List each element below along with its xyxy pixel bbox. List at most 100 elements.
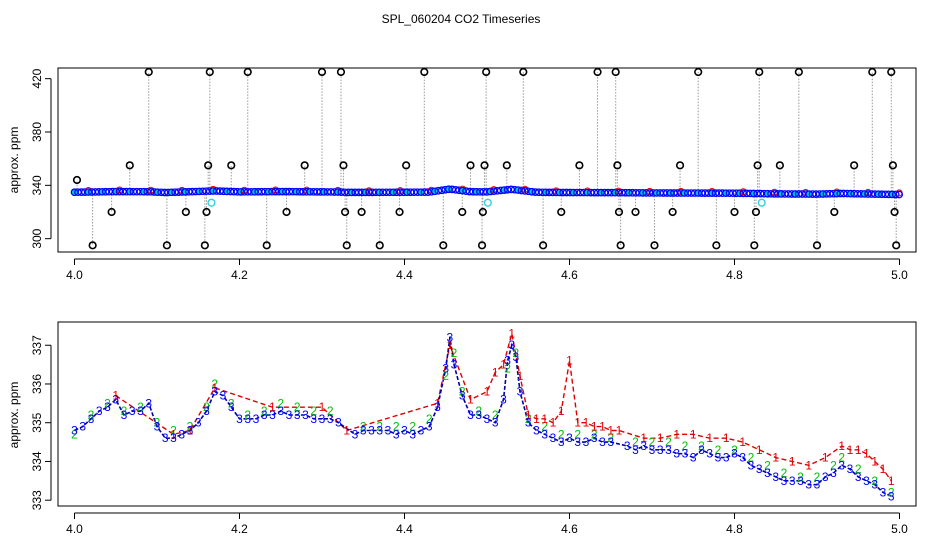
series-2-point: 2 (513, 346, 520, 360)
series-2-point: 2 (451, 346, 458, 360)
series-3-point: 3 (550, 431, 557, 445)
series-3-point: 3 (418, 423, 425, 437)
series-3-point: 3 (830, 466, 837, 480)
cyan-point (207, 198, 216, 207)
top-x-tick-label: 4.6 (561, 268, 578, 282)
series-3-point: 3 (624, 439, 631, 453)
spike-point (300, 161, 309, 170)
series-3-point: 3 (434, 400, 441, 414)
series-3-point: 3 (756, 462, 763, 476)
series-1-point: 1 (888, 474, 895, 488)
series-3-point: 3 (451, 358, 458, 372)
bottom-x-tick-label: 4.0 (66, 522, 83, 536)
series-3-point: 3 (583, 435, 590, 449)
spike-point (890, 207, 899, 217)
series-3-point: 3 (244, 412, 251, 426)
spike-point (593, 67, 602, 77)
series-2-point: 2 (764, 458, 771, 472)
series-3-point: 3 (475, 408, 482, 422)
spike-point (317, 67, 327, 77)
spike-point (668, 207, 677, 217)
series-3-point: 3 (513, 350, 520, 364)
spike-point (336, 67, 346, 77)
series-3-point: 3 (541, 427, 548, 441)
baseline-point (434, 186, 443, 195)
series-1-point: 1 (871, 454, 878, 468)
top-y-axis-label: approx. ppm (7, 127, 21, 194)
bottom-y-tick-label: 337 (30, 335, 44, 355)
bottom-x-tick-label: 5.0 (891, 522, 908, 536)
series-1-point: 1 (616, 423, 623, 437)
bottom-x-tick-label: 4.4 (396, 522, 413, 536)
series-1-point: 1 (467, 392, 474, 406)
spike-point (202, 207, 211, 217)
series-2-point: 2 (838, 451, 845, 465)
spike-point (675, 161, 685, 170)
series-1-point: 1 (484, 385, 491, 399)
series-3-point: 3 (805, 478, 812, 492)
bottom-y-axis: 333 334 335 336 337 (30, 335, 52, 510)
series-3-point: 3 (731, 447, 738, 461)
series-3-point: 3 (162, 431, 169, 445)
series-2-point: 2 (187, 420, 194, 434)
series-1-point: 1 (772, 451, 779, 465)
spike-point (478, 207, 487, 217)
spike-point (887, 67, 896, 77)
series-3-point: 3 (376, 423, 383, 437)
spike-point (557, 207, 566, 217)
series-2-point: 2 (541, 420, 548, 434)
top-x-tick-label: 5.0 (891, 268, 908, 282)
series-3-point: 3 (228, 400, 235, 414)
series-2-point: 2 (871, 474, 878, 488)
spike-point (200, 241, 209, 250)
series-2-point: 2 (797, 470, 804, 484)
series-2-point: 2 (327, 404, 334, 418)
series-3-point: 3 (319, 412, 326, 426)
series-2-point: 2 (731, 443, 738, 457)
series-1-point: 1 (500, 358, 507, 372)
series-2-point: 2 (830, 458, 837, 472)
series-1-point: 1 (756, 443, 763, 457)
series-2-point: 2 (574, 427, 581, 441)
series-1-point: 1 (541, 412, 548, 426)
series-2-point: 2 (781, 466, 788, 480)
series-3-point: 3 (145, 396, 152, 410)
series-3-point: 3 (508, 338, 515, 352)
spike-point (712, 241, 721, 250)
series-3-point: 3 (368, 423, 375, 437)
series-3-point: 3 (789, 474, 796, 488)
series-3-point: 3 (739, 451, 746, 465)
series-2-point: 2 (104, 396, 111, 410)
series-3-point: 3 (137, 404, 144, 418)
spike-point (341, 207, 350, 217)
series-3-point: 3 (566, 431, 573, 445)
series-3-point: 3 (504, 354, 511, 368)
series-1-point: 1 (574, 416, 581, 430)
series-3-point: 3 (170, 431, 177, 445)
series-3-point: 3 (574, 435, 581, 449)
series-3-point: 3 (352, 427, 359, 441)
series-3-point: 3 (401, 423, 408, 437)
spike-point (812, 241, 822, 250)
series-2-point: 2 (228, 396, 235, 410)
series-2-point: 2 (244, 408, 251, 422)
top-x-tick-label: 4.2 (231, 268, 248, 282)
series-3-point: 3 (121, 408, 128, 422)
spike-point (730, 207, 739, 217)
top-x-tick-label: 4.0 (66, 268, 83, 282)
series-1-point: 1 (319, 400, 326, 414)
series-3-line (74, 337, 892, 498)
spike-point (357, 207, 366, 217)
series-3-point: 3 (599, 435, 606, 449)
spike-point (888, 161, 898, 170)
series-3-point: 3 (261, 408, 268, 422)
spike-point (753, 161, 762, 170)
series-3-point: 3 (286, 408, 293, 422)
series-3-point: 3 (871, 478, 878, 492)
spike-point (750, 241, 759, 250)
spike-point (482, 67, 491, 77)
series-3-point: 3 (294, 408, 301, 422)
spike-point (694, 67, 703, 77)
spike-point (125, 161, 134, 170)
